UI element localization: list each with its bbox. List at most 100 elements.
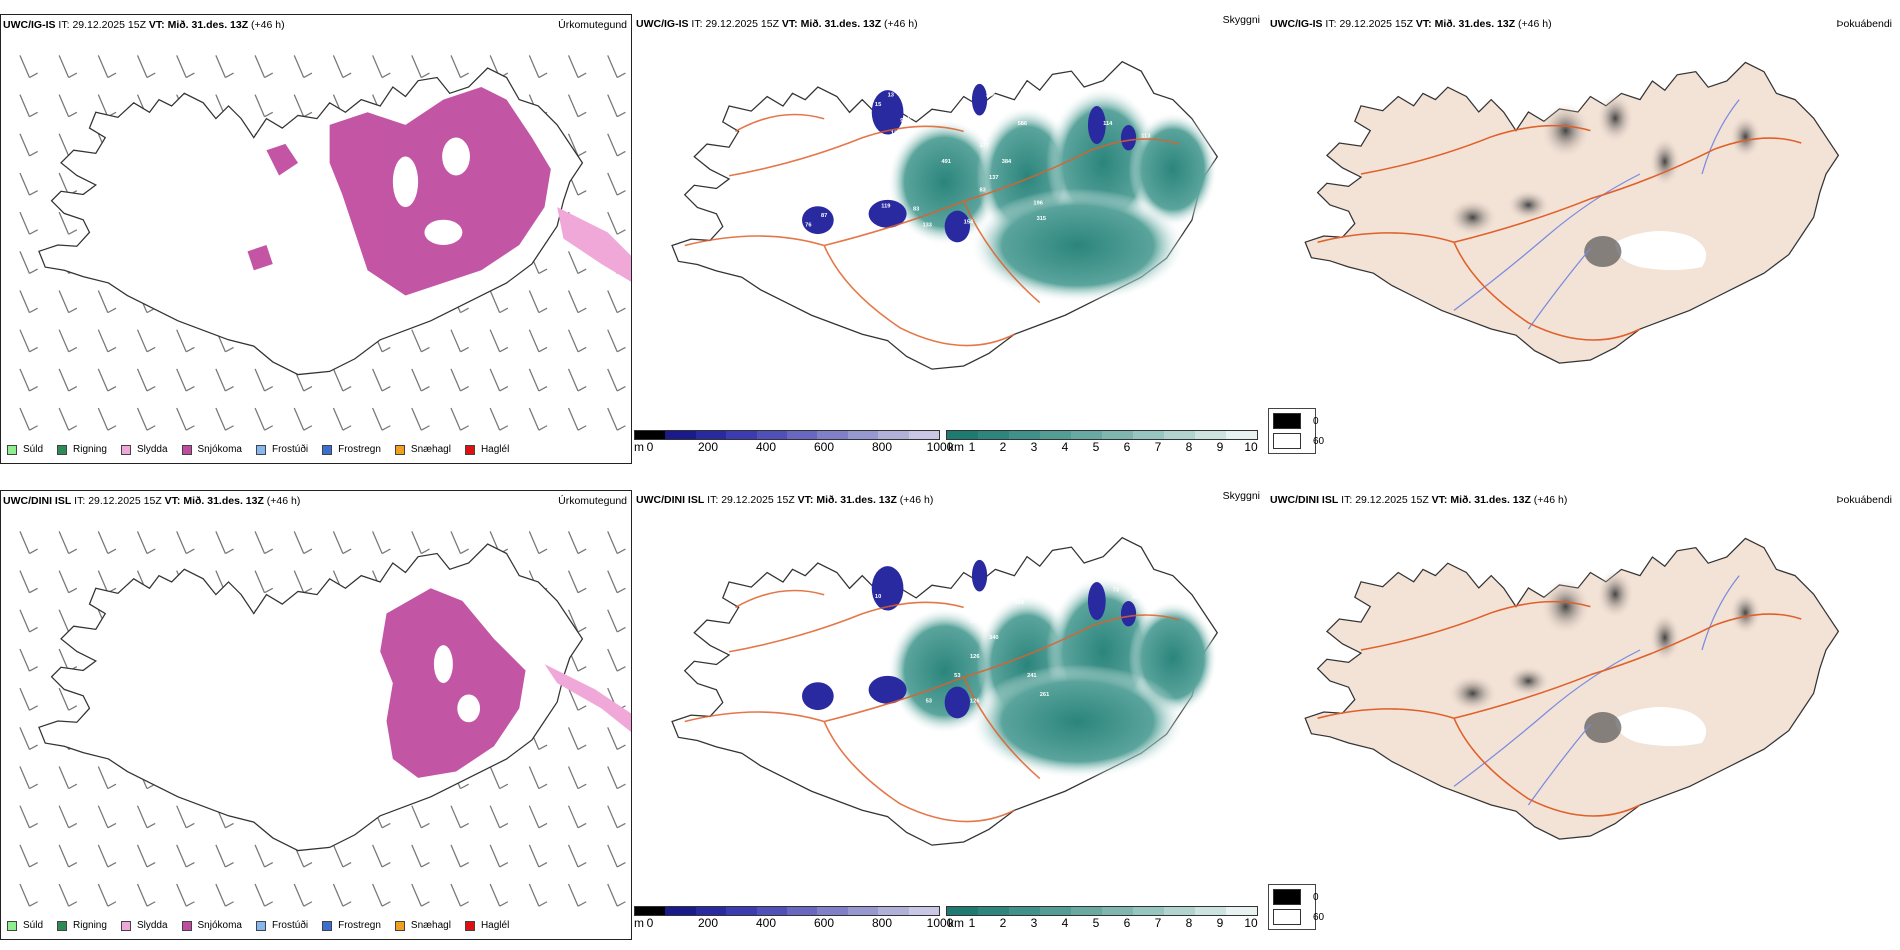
visibility-label: 143 bbox=[970, 619, 980, 625]
legend-swatch bbox=[181, 920, 192, 931]
init-time: 29.12.2025 15Z bbox=[72, 19, 146, 31]
visibility-label: 12 bbox=[891, 131, 897, 137]
visibility-label: 448 bbox=[964, 588, 974, 594]
colorbar-tick: 1000 bbox=[926, 916, 954, 930]
road-network bbox=[684, 113, 1180, 347]
low-visibility-area bbox=[887, 87, 1218, 303]
colorbar-tick: 1 bbox=[968, 916, 976, 930]
legend-swatch bbox=[7, 920, 17, 931]
precip-type-panel: UWC/DINI ISL IT: 29.12.2025 15Z VT: Mið.… bbox=[0, 490, 632, 940]
init-label: IT: bbox=[1325, 18, 1337, 30]
legend-swatch bbox=[181, 444, 192, 455]
fog-legend-value: 0 bbox=[1313, 415, 1319, 427]
legend-swatch bbox=[464, 920, 475, 931]
legend-swatch bbox=[7, 444, 17, 455]
visibility-label: 83 bbox=[980, 188, 986, 194]
precip-map bbox=[19, 531, 631, 907]
legend-item: Haglél bbox=[464, 920, 510, 931]
visibility-label: 53 bbox=[954, 673, 960, 679]
colorbar-tick: 10 bbox=[1244, 440, 1258, 454]
init-label: IT: bbox=[691, 18, 703, 30]
colorbar-unit: km bbox=[948, 440, 964, 454]
elevation-blobs bbox=[802, 559, 1137, 719]
visibility-label: 13 bbox=[888, 93, 894, 99]
visibility-label: 126 bbox=[970, 654, 980, 660]
valid-time: Mið. 31.des. 13Z bbox=[183, 495, 264, 507]
legend-swatch bbox=[255, 920, 266, 931]
model-name: UWC/DINI ISL bbox=[3, 495, 72, 507]
visibility-label: 340 bbox=[989, 635, 999, 641]
legend-label: Haglél bbox=[480, 920, 510, 931]
visibility-label: 53 bbox=[926, 698, 932, 704]
visibility-label: 241 bbox=[1027, 673, 1037, 679]
visibility-label: 177 bbox=[980, 143, 990, 149]
init-label: IT: bbox=[74, 495, 86, 507]
legend-label: Slydda bbox=[136, 920, 168, 931]
visibility-label: 169 bbox=[1132, 594, 1142, 600]
elevation-strip bbox=[634, 430, 940, 440]
visibility-label: 87 bbox=[821, 213, 827, 219]
road-network bbox=[684, 589, 1180, 823]
forecast-row: UWC/DINI ISL IT: 29.12.2025 15Z VT: Mið.… bbox=[0, 476, 1900, 950]
colorbar-tick: 9 bbox=[1216, 440, 1224, 454]
rivers bbox=[1453, 99, 1740, 330]
init-label: IT: bbox=[58, 19, 70, 31]
colorbar-unit: km bbox=[948, 916, 964, 930]
legend-swatch bbox=[255, 444, 266, 455]
legend-item: Frostúði bbox=[255, 444, 308, 455]
model-name: UWC/IG-IS bbox=[3, 19, 56, 31]
visibility-label: 15 bbox=[875, 102, 881, 108]
visibility-label: 236 bbox=[986, 93, 996, 99]
colorbar-tick: 7 bbox=[1154, 916, 1162, 930]
fog-legend-swatch bbox=[1273, 413, 1301, 429]
snow-holes bbox=[392, 137, 470, 245]
legend-label: Súld bbox=[23, 920, 44, 931]
visibility-label: 261 bbox=[1040, 692, 1050, 698]
elevation-blobs bbox=[802, 83, 1137, 243]
visibility-label: 154 bbox=[964, 219, 974, 225]
sleet-area bbox=[557, 207, 631, 282]
legend-swatch bbox=[57, 444, 68, 455]
fog-map bbox=[1304, 61, 1840, 364]
panel-title: Þokuábendi bbox=[1836, 494, 1892, 506]
visibility-map: 236 215 974 534 586 114 113 13 15 96 12 13 177 491 384… bbox=[671, 60, 1219, 370]
elevation-colorbar: m 0 200 400 600 800 1000 bbox=[634, 430, 954, 460]
fog-legend-value: 60 bbox=[1313, 435, 1325, 447]
fog-legend-row: 0 bbox=[1273, 889, 1319, 905]
colorbar-tick: 400 bbox=[755, 440, 777, 454]
model-name: UWC/IG-IS bbox=[636, 18, 689, 30]
init-label: IT: bbox=[707, 494, 719, 506]
colorbar-tick: 4 bbox=[1061, 440, 1069, 454]
visibility-label: 114 bbox=[1103, 121, 1113, 127]
legend-item: Haglél bbox=[464, 444, 509, 455]
panel-header: UWC/IG-IS IT: 29.12.2025 15Z VT: Mið. 31… bbox=[1270, 18, 1552, 30]
init-time: 29.12.2025 15Z bbox=[1355, 494, 1429, 506]
legend-item: Súld bbox=[7, 920, 43, 931]
visibility-strip bbox=[946, 430, 1258, 440]
snow-area bbox=[380, 588, 526, 778]
legend-label: Rigning bbox=[73, 444, 107, 455]
init-time: 29.12.2025 15Z bbox=[721, 494, 795, 506]
legend-swatch bbox=[464, 444, 475, 455]
colorbar-tick: 600 bbox=[813, 916, 835, 930]
legend-item: Frostregn bbox=[322, 444, 381, 455]
colorbar-tick: 800 bbox=[871, 440, 893, 454]
colorbar-unit: m bbox=[634, 440, 644, 454]
visibility-label: 76 bbox=[805, 222, 811, 228]
valid-time: Mið. 31.des. 13Z bbox=[1434, 18, 1516, 30]
visibility-colorbar: km 1 2 3 4 5 6 7 8 9 10 bbox=[946, 430, 1266, 460]
legend-item: Snæhagl bbox=[394, 444, 451, 455]
legend-item: Frostúði bbox=[255, 920, 308, 931]
sleet-area bbox=[544, 664, 631, 733]
init-label: IT: bbox=[1341, 494, 1353, 506]
fog-shading bbox=[1447, 93, 1761, 236]
visibility-strip bbox=[946, 906, 1258, 916]
valid-label: VT: bbox=[797, 494, 814, 506]
legend-item: Súld bbox=[7, 444, 43, 455]
panel-header: UWC/DINI ISL IT: 29.12.2025 15Z VT: Mið.… bbox=[636, 494, 933, 506]
panel-header: UWC/IG-IS IT: 29.12.2025 15Z VT: Mið. 31… bbox=[636, 18, 918, 30]
lead-time: (+46 h) bbox=[899, 494, 934, 506]
legend-item: Snæhagl bbox=[394, 920, 451, 931]
colorbar-tick: 8 bbox=[1185, 916, 1193, 930]
visibility-label: 196 bbox=[1033, 200, 1043, 206]
